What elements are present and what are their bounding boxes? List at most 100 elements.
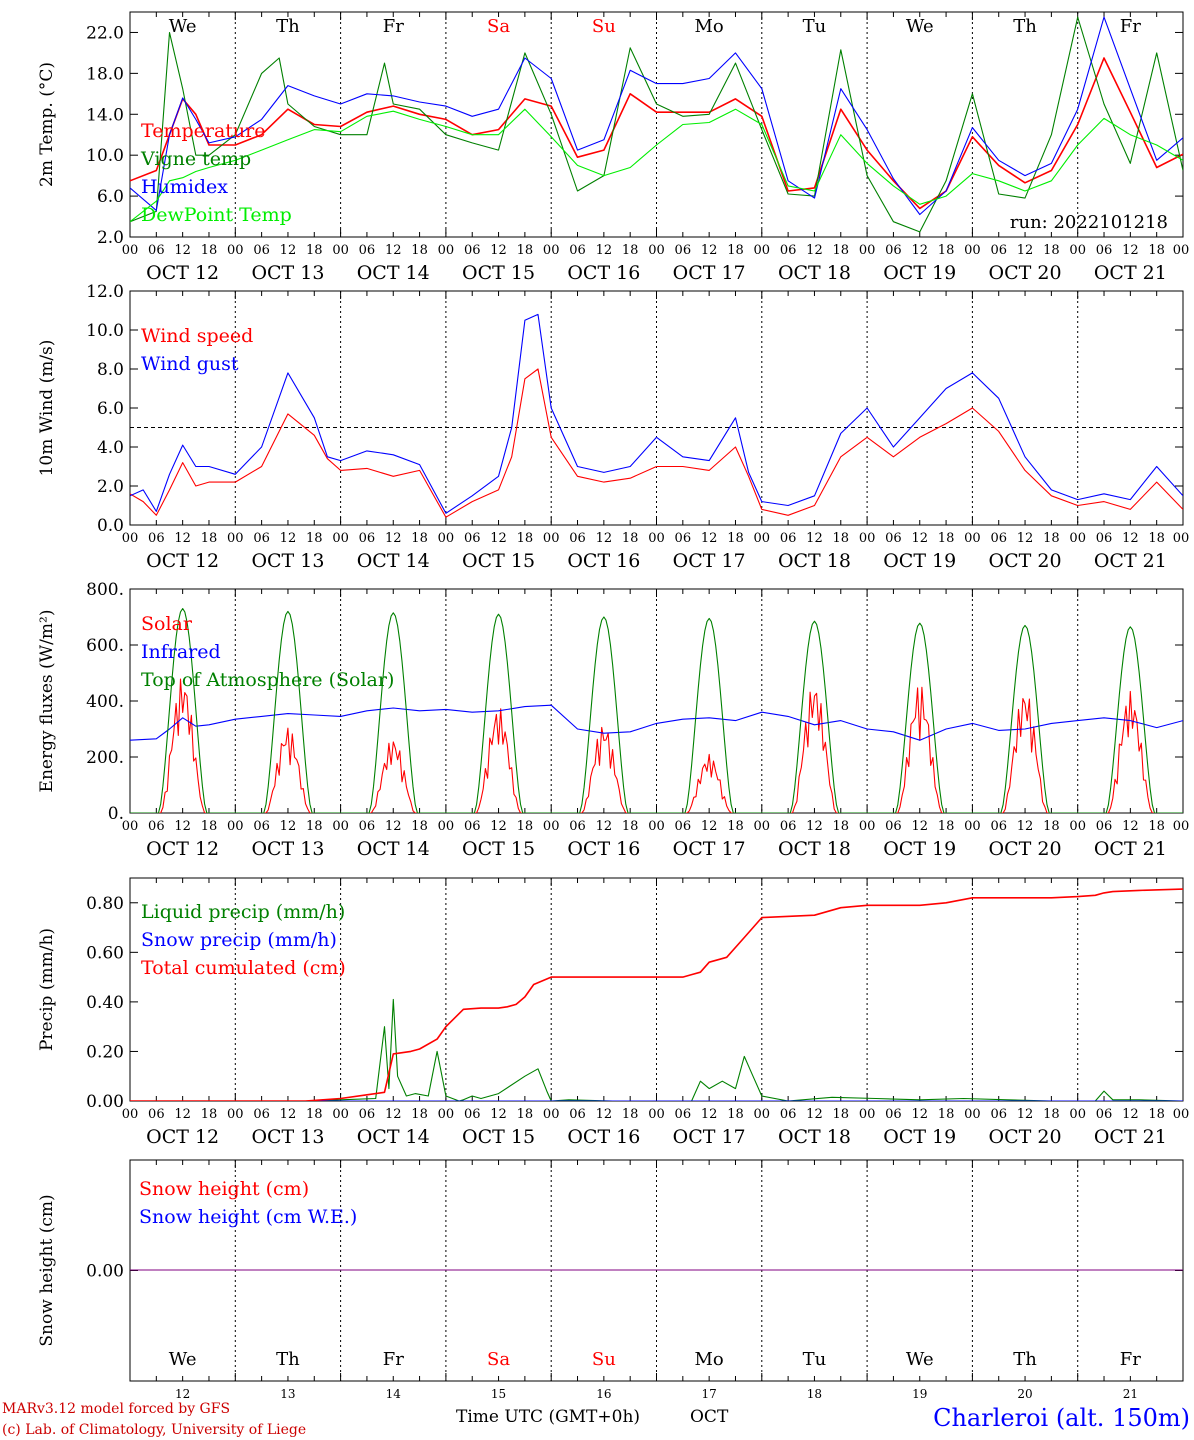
hour-label: 18 [938, 243, 955, 258]
station-label: Charleroi (alt. 150m) [933, 1404, 1190, 1432]
hour-label: 00 [438, 1107, 455, 1122]
day-number-label: 17 [702, 1387, 717, 1401]
hour-label: 12 [174, 819, 191, 834]
hour-label: 00 [332, 819, 349, 834]
footer-month: OCT [690, 1407, 729, 1427]
hour-label: 12 [596, 531, 613, 546]
hour-label: 12 [701, 1107, 718, 1122]
legend-entry: Liquid precip (mm/h) [141, 901, 345, 923]
hour-label: 06 [148, 819, 165, 834]
date-label: OCT 13 [251, 550, 324, 572]
hour-label: 18 [727, 531, 744, 546]
hour-label: 18 [201, 1107, 218, 1122]
hour-label: 18 [622, 819, 639, 834]
date-label: OCT 15 [462, 838, 535, 860]
hour-label: 18 [938, 819, 955, 834]
hour-label: 18 [306, 819, 323, 834]
date-label: OCT 16 [567, 1126, 640, 1148]
hour-label: 12 [174, 531, 191, 546]
y-tick-label: 600. [86, 636, 124, 656]
hour-label: 18 [411, 1107, 428, 1122]
hour-label: 18 [622, 243, 639, 258]
hour-label: 00 [964, 243, 981, 258]
y-tick-label: 0.40 [86, 993, 124, 1013]
hour-label: 00 [332, 243, 349, 258]
hour-label: 06 [1096, 1107, 1113, 1122]
hour-label: 18 [727, 1107, 744, 1122]
hour-label: 18 [411, 531, 428, 546]
hour-label: 06 [780, 1107, 797, 1122]
hour-label: 06 [464, 1107, 481, 1122]
hour-label: 00 [332, 1107, 349, 1122]
date-label: OCT 12 [146, 262, 219, 284]
date-label: OCT 13 [251, 838, 324, 860]
date-label: OCT 18 [778, 838, 851, 860]
hour-label: 18 [1043, 531, 1060, 546]
hour-label: 18 [1043, 819, 1060, 834]
hour-label: 18 [1043, 243, 1060, 258]
hour-label: 12 [596, 819, 613, 834]
hour-label: 12 [596, 243, 613, 258]
hour-label: 12 [1122, 819, 1139, 834]
hour-label: 00 [859, 819, 876, 834]
hour-label: 06 [780, 819, 797, 834]
hour-label: 12 [385, 243, 402, 258]
weekday-label: Tu [803, 1349, 827, 1370]
hour-label: 12 [490, 819, 507, 834]
y-axis-label: 2m Temp. (°C) [37, 62, 57, 187]
hour-label: 00 [964, 1107, 981, 1122]
series-line-top-of-atmosphere-solar [130, 608, 1183, 813]
hour-label: 06 [885, 1107, 902, 1122]
y-tick-label: 0.20 [86, 1042, 124, 1062]
date-label: OCT 16 [567, 550, 640, 572]
hour-label: 06 [780, 531, 797, 546]
series-group [130, 313, 1183, 518]
series-line-infrared [130, 704, 1183, 741]
weekday-label: Su [592, 16, 616, 37]
hour-label: 12 [911, 819, 928, 834]
hour-label: 12 [596, 1107, 613, 1122]
hour-label: 12 [806, 1107, 823, 1122]
hour-label: 06 [675, 1107, 692, 1122]
y-tick-label: 18.0 [86, 64, 124, 84]
hour-label: 12 [701, 531, 718, 546]
date-label: OCT 21 [1094, 838, 1167, 860]
panel-1: 2.0 6.0 10.0 14.0 18.0 22.0 2m Temp. (°C) Tempe… [37, 11, 1189, 284]
day-number-label: 14 [386, 1387, 402, 1401]
y-tick-label: 22.0 [86, 23, 124, 43]
date-label: OCT 13 [251, 1126, 324, 1148]
hour-label: 06 [148, 243, 165, 258]
series-line-wind-speed [130, 368, 1183, 518]
hour-label: 12 [280, 819, 297, 834]
weekday-label: Sa [487, 1349, 510, 1370]
legend-entry: Total cumulated (cm) [141, 957, 346, 979]
hour-label: 06 [780, 243, 797, 258]
hour-label: 18 [727, 819, 744, 834]
y-tick-label: 800. [86, 580, 124, 600]
weekday-label: Th [1013, 1349, 1037, 1370]
hour-label: 12 [490, 1107, 507, 1122]
hour-label: 06 [359, 819, 376, 834]
date-label: OCT 14 [357, 1126, 430, 1148]
date-label: OCT 17 [673, 1126, 746, 1148]
series-line-vigne-temp [130, 16, 1183, 233]
hour-label: 18 [306, 531, 323, 546]
y-tick-label: 4.0 [97, 438, 124, 458]
hour-label: 06 [569, 1107, 586, 1122]
weekday-label: Fr [1120, 16, 1141, 37]
hour-label: 06 [990, 243, 1007, 258]
weekday-label: We [169, 16, 197, 37]
hour-label: 06 [569, 243, 586, 258]
series-line-wind-gust [130, 313, 1183, 514]
y-tick-label: 14.0 [86, 105, 124, 125]
legend-entry: Infrared [141, 641, 221, 663]
footer-model: MARv3.12 model forced by GFS [2, 1401, 230, 1417]
hour-label: 18 [833, 531, 850, 546]
legend-entry: Solar [141, 613, 193, 635]
y-tick-label: 0.80 [86, 894, 124, 914]
date-label: OCT 20 [989, 1126, 1062, 1148]
hour-label: 18 [517, 819, 534, 834]
hour-label: 06 [148, 531, 165, 546]
date-label: OCT 12 [146, 550, 219, 572]
date-label: OCT 18 [778, 550, 851, 572]
